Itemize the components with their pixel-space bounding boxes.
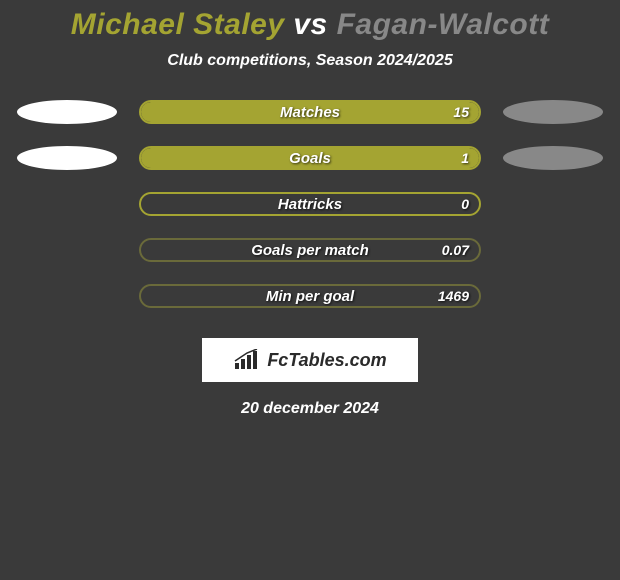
stat-row: Min per goal1469 bbox=[0, 284, 620, 308]
stat-value: 1469 bbox=[438, 286, 469, 306]
vs-separator: vs bbox=[293, 8, 327, 41]
stat-row: Goals per match0.07 bbox=[0, 238, 620, 262]
stat-value: 1 bbox=[461, 148, 469, 168]
stat-bar: Min per goal1469 bbox=[139, 284, 481, 308]
stat-label: Goals per match bbox=[141, 240, 479, 260]
stat-bar: Goals1 bbox=[139, 146, 481, 170]
player2-name: Fagan-Walcott bbox=[337, 8, 550, 41]
stat-bar: Matches15 bbox=[139, 100, 481, 124]
brand-logo: FcTables.com bbox=[202, 338, 418, 382]
chart-icon bbox=[233, 349, 261, 371]
footer-date: 20 december 2024 bbox=[0, 400, 620, 418]
stat-label: Matches bbox=[141, 102, 479, 122]
stat-label: Min per goal bbox=[141, 286, 479, 306]
page-title: Michael Staley vs Fagan-Walcott bbox=[0, 8, 620, 42]
player1-bubble bbox=[17, 146, 117, 170]
player1-bubble bbox=[17, 100, 117, 124]
stat-value: 0 bbox=[461, 194, 469, 214]
stat-label: Goals bbox=[141, 148, 479, 168]
stat-label: Hattricks bbox=[141, 194, 479, 214]
stat-row: Matches15 bbox=[0, 100, 620, 124]
subtitle: Club competitions, Season 2024/2025 bbox=[0, 52, 620, 70]
infographic-container: Michael Staley vs Fagan-Walcott Club com… bbox=[0, 0, 620, 418]
player1-name: Michael Staley bbox=[71, 8, 285, 41]
player2-bubble bbox=[503, 100, 603, 124]
stat-value: 15 bbox=[453, 102, 469, 122]
stat-value: 0.07 bbox=[442, 240, 469, 260]
stat-row: Goals1 bbox=[0, 146, 620, 170]
stat-bar: Hattricks0 bbox=[139, 192, 481, 216]
stat-bar: Goals per match0.07 bbox=[139, 238, 481, 262]
stat-row: Hattricks0 bbox=[0, 192, 620, 216]
brand-text: FcTables.com bbox=[267, 350, 386, 371]
player2-bubble bbox=[503, 146, 603, 170]
stats-block: Matches15 Goals1 Hattricks0 Goals per match… bbox=[0, 100, 620, 308]
